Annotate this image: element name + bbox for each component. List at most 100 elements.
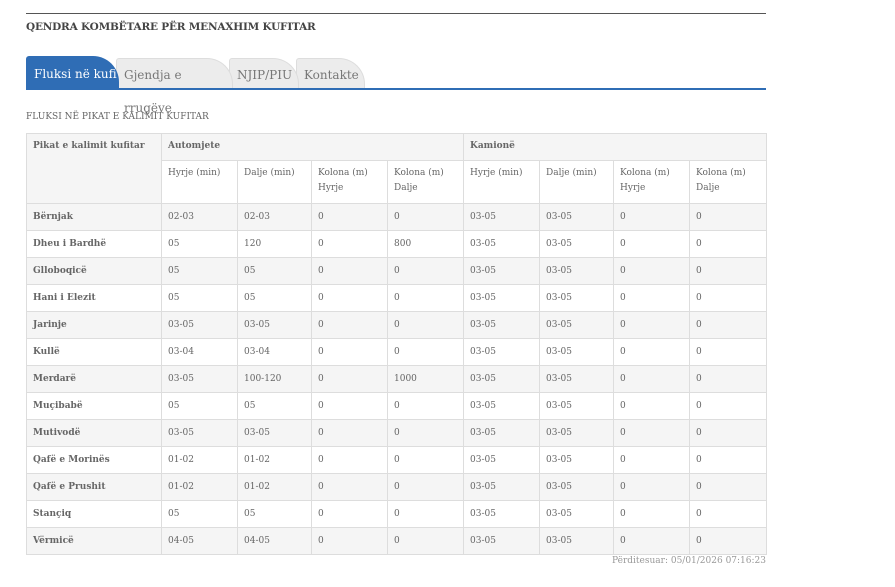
table-row: Muçibabë 05 05 0 0 03-05 03-05 0 0: [26, 392, 768, 420]
table-cell: 03-05: [463, 446, 541, 474]
table-row: Hani i Elezit 05 05 0 0 03-05 03-05 0 0: [26, 284, 768, 312]
table-cell: 0: [689, 392, 768, 420]
table-cell: 0: [386, 338, 465, 366]
table-cell: 05: [161, 500, 238, 528]
table-cell: 03-05: [539, 365, 615, 393]
header-trucks-queue-in: Kolona (m) Hyrje: [613, 160, 691, 204]
table-cell: 03-05: [539, 257, 615, 285]
border-point-name: Merdarë: [26, 365, 162, 393]
table-cell: 0: [311, 230, 388, 258]
table-cell: 0: [311, 419, 388, 447]
table-cell: 05: [237, 392, 312, 420]
table-cell: 0: [311, 446, 388, 474]
table-cell: 03-05: [463, 338, 541, 366]
header-cars-out: Dalje (min): [237, 160, 312, 204]
table-cell: 03-05: [539, 311, 615, 339]
table-cell: 05: [237, 257, 312, 285]
table-cell: 0: [689, 203, 768, 231]
table-cell: 0: [689, 284, 768, 312]
table-cell: 05: [161, 257, 238, 285]
table-cell: 0: [311, 392, 388, 420]
table-cell: 03-05: [161, 311, 238, 339]
header-cars-queue-out: Kolona (m) Dalje: [386, 160, 465, 204]
table-cell: 0: [689, 527, 768, 555]
header-trucks-in: Hyrje (min): [463, 160, 541, 204]
table-cell: 0: [613, 392, 691, 420]
table-cell: 0: [613, 338, 691, 366]
table-cell: 0: [689, 230, 768, 258]
tab-kontakte[interactable]: Kontakte: [296, 58, 365, 88]
table-cell: 03-05: [539, 284, 615, 312]
border-point-name: Dheu i Bardhë: [26, 230, 162, 258]
table-cell: 0: [386, 257, 465, 285]
table-cell: 03-05: [463, 284, 541, 312]
border-flow-table: Pikat e kalimit kufitar Automjete Kamion…: [26, 133, 768, 555]
table-cell: 0: [311, 500, 388, 528]
table-row: Qafë e Morinës 01-02 01-02 0 0 03-05 03-05 0 0: [26, 446, 768, 474]
table-cell: 0: [613, 473, 691, 501]
table-cell: 0: [689, 446, 768, 474]
table-cell: 03-05: [161, 419, 238, 447]
table-row: Qafë e Prushit 01-02 01-02 0 0 03-05 03-05 0 0: [26, 473, 768, 501]
border-point-name: Glloboqicë: [26, 257, 162, 285]
table-cell: 1000: [386, 365, 465, 393]
table-cell: 0: [311, 338, 388, 366]
table-row: Dheu i Bardhë 05 120 0 800 03-05 03-05 0 0: [26, 230, 768, 258]
table-cell: 0: [613, 500, 691, 528]
tab-gjendja[interactable]: Gjendja e rrugëve: [116, 58, 233, 115]
header-cars-queue-in: Kolona (m) Hyrje: [311, 160, 388, 204]
table-cell: 0: [311, 203, 388, 231]
table-cell: 04-05: [161, 527, 238, 555]
table-cell: 03-05: [463, 473, 541, 501]
tab-njip[interactable]: NJIP/PIU: [229, 58, 299, 88]
table-cell: 0: [613, 446, 691, 474]
table-cell: 0: [613, 311, 691, 339]
table-cell: 800: [386, 230, 465, 258]
border-point-name: Qafë e Prushit: [26, 473, 162, 501]
table-cell: 03-05: [463, 419, 541, 447]
table-cell: 03-05: [463, 203, 541, 231]
table-cell: 0: [386, 527, 465, 555]
table-cell: 03-05: [539, 446, 615, 474]
table-cell: 03-05: [539, 203, 615, 231]
table-cell: 0: [613, 230, 691, 258]
table-cell: 0: [689, 311, 768, 339]
table-row: Glloboqicë 05 05 0 0 03-05 03-05 0 0: [26, 257, 768, 285]
tab-fluksi[interactable]: Fluksi në kufi: [26, 56, 119, 88]
border-point-name: Muçibabë: [26, 392, 162, 420]
table-cell: 03-05: [539, 527, 615, 555]
table-cell: 03-05: [539, 473, 615, 501]
border-point-name: Hani i Elezit: [26, 284, 162, 312]
table-cell: 05: [237, 284, 312, 312]
table-cell: 100-120: [237, 365, 312, 393]
table-cell: 03-05: [237, 419, 312, 447]
table-cell: 0: [689, 338, 768, 366]
table-cell: 0: [386, 473, 465, 501]
table-cell: 0: [689, 500, 768, 528]
border-point-name: Vërmicë: [26, 527, 162, 555]
table-cell: 05: [161, 230, 238, 258]
last-updated: Përditesuar: 05/01/2026 07:16:23: [612, 556, 766, 566]
tab-bar: Fluksi në kufi Gjendja e rrugëve NJIP/PI…: [26, 56, 766, 115]
border-point-name: Jarinje: [26, 311, 162, 339]
table-row: Stançiq 05 05 0 0 03-05 03-05 0 0: [26, 500, 768, 528]
table-cell: 0: [689, 257, 768, 285]
table-cell: 02-03: [161, 203, 238, 231]
table-cell: 0: [311, 365, 388, 393]
table-cell: 0: [386, 311, 465, 339]
table-cell: 0: [613, 257, 691, 285]
table-cell: 03-05: [161, 365, 238, 393]
section-caption: FLUKSI NË PIKAT E KALIMIT KUFITAR: [26, 112, 209, 122]
table-row: Merdarë 03-05 100-120 0 1000 03-05 03-05 0 0: [26, 365, 768, 393]
border-point-name: Qafë e Morinës: [26, 446, 162, 474]
table-cell: 01-02: [161, 446, 238, 474]
table-cell: 0: [386, 419, 465, 447]
table-cell: 0: [386, 392, 465, 420]
table-cell: 03-05: [463, 311, 541, 339]
table-cell: 03-05: [463, 527, 541, 555]
table-cell: 0: [613, 203, 691, 231]
table-cell: 01-02: [161, 473, 238, 501]
table-cell: 03-05: [237, 311, 312, 339]
header-point: Pikat e kalimit kufitar: [26, 133, 162, 204]
border-point-name: Stançiq: [26, 500, 162, 528]
